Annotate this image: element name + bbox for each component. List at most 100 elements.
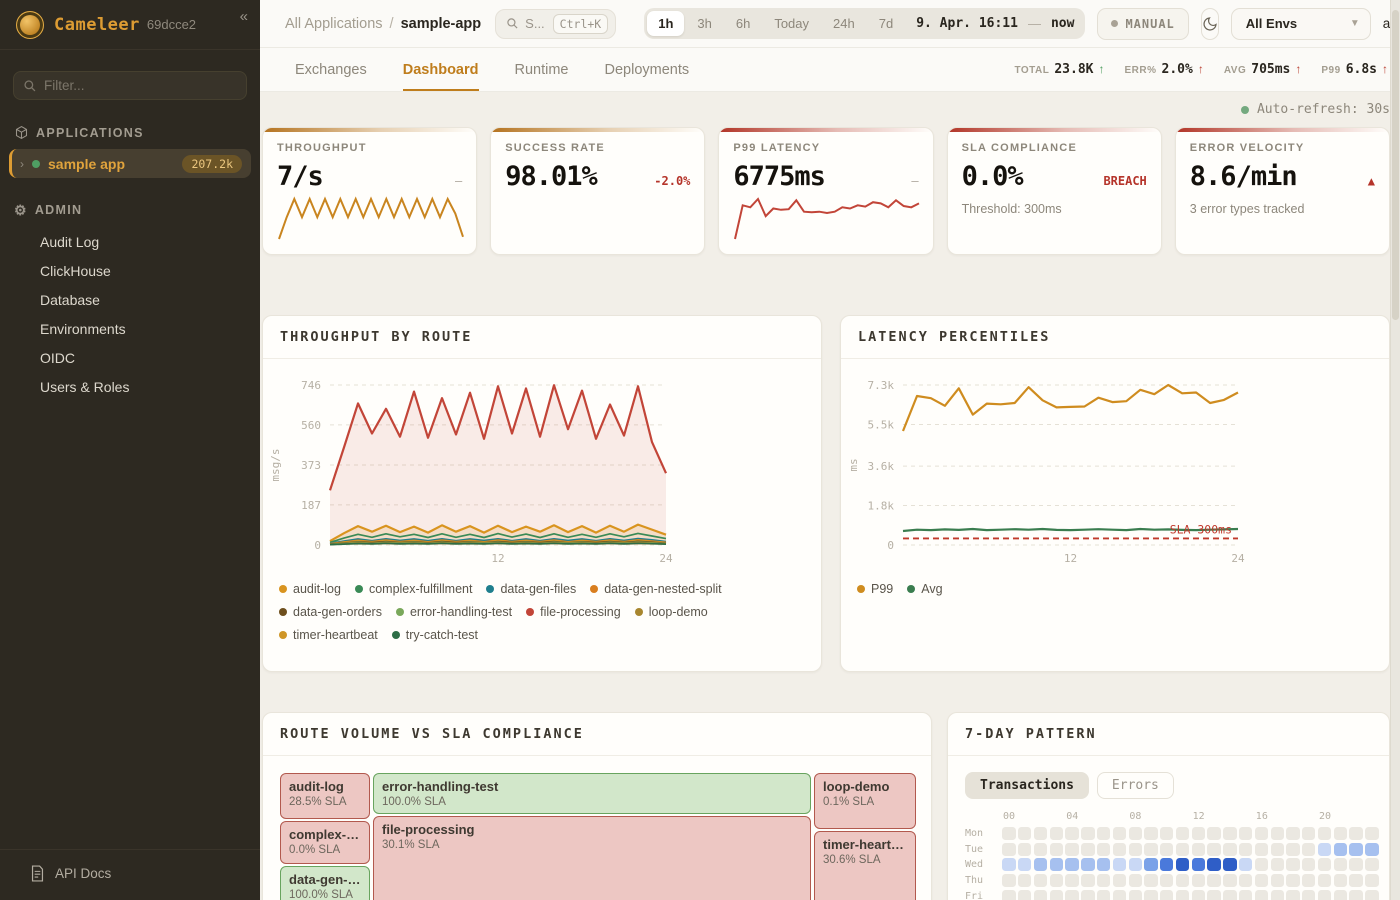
heatmap-cell (1349, 827, 1363, 841)
sidebar-item-sample-app[interactable]: › sample app 207.2k (9, 149, 251, 178)
legend-item-complex-fulfillment[interactable]: complex-fulfillment (354, 582, 472, 596)
tab-runtime[interactable]: Runtime (514, 61, 569, 78)
sidebar-item-environments[interactable]: Environments (40, 321, 126, 337)
legend-item-loop-demo[interactable]: loop-demo (634, 605, 708, 619)
heatmap-cell (1333, 858, 1348, 872)
tab-exchanges[interactable]: Exchanges (295, 61, 367, 78)
scrollbar[interactable] (1390, 0, 1400, 900)
latency-legend: P99 Avg (841, 578, 1389, 596)
legend-item-try-catch-test[interactable]: try-catch-test (391, 628, 478, 642)
treemap-route-name: timer-heartbeat (823, 837, 907, 852)
svg-text:0: 0 (887, 539, 894, 552)
heatmap-cell (1365, 827, 1379, 841)
heatmap-cell (1033, 874, 1048, 888)
kpi-label: THROUGHPUT (277, 142, 367, 154)
sidebar-item-api-docs[interactable]: API Docs (0, 849, 260, 900)
sidebar-header: Cameleer 69dcce2 « (0, 0, 260, 50)
kpi-value-row: 0.0% BREACH (962, 161, 1147, 192)
dark-mode-toggle[interactable] (1200, 7, 1219, 40)
legend-dot-icon (395, 608, 404, 616)
treemap-box-complex-fulfillment[interactable]: complex-fulfillment 0.0% SLA (280, 821, 370, 864)
toggle-errors[interactable]: Errors (1096, 772, 1174, 799)
toggle-transactions[interactable]: Transactions (965, 772, 1089, 799)
legend-item-data-gen-files[interactable]: data-gen-files (486, 582, 576, 596)
heatmap-cell (1286, 827, 1300, 841)
legend-dot-icon (486, 585, 495, 593)
chevron-right-icon[interactable]: › (20, 156, 24, 171)
heatmap-cell (1065, 874, 1079, 888)
time-window-to[interactable]: now (1050, 16, 1075, 31)
treemap-box-audit-log[interactable]: audit-log 28.5% SLA (280, 773, 370, 819)
legend-item-error-handling-test[interactable]: error-handling-test (395, 605, 512, 619)
legend-label: P99 (871, 582, 894, 596)
auto-refresh: Auto-refresh: 30s (262, 92, 1390, 118)
range-button-24h[interactable]: 24h (822, 11, 866, 36)
heatmap-cell (1018, 889, 1032, 900)
kpi-card-sla-compliance[interactable]: SLA COMPLIANCE 0.0% BREACH Threshold: 300ms (946, 127, 1162, 255)
heatmap-mode-toggle: Transactions Errors (948, 756, 1389, 809)
kpi-card-throughput[interactable]: THROUGHPUT 7/s – (262, 127, 478, 255)
filter-input[interactable] (44, 78, 237, 93)
treemap-route-name: data-gen-files (289, 872, 361, 887)
range-button-6h[interactable]: 6h (725, 11, 761, 36)
tab-deployments[interactable]: Deployments (604, 61, 690, 78)
main-area: All Applications / sample-app S... Ctrl+… (260, 0, 1400, 900)
tabbar: Exchanges Dashboard Runtime Deployments TOT… (260, 48, 1400, 92)
legend-item-p99[interactable]: P99 (857, 582, 893, 596)
heatmap-row-wed: Wed (965, 857, 1381, 873)
topbar: All Applications / sample-app S... Ctrl+… (260, 0, 1400, 48)
treemap-box-data-gen-files[interactable]: data-gen-files 100.0% SLA (280, 866, 370, 900)
heatmap-cell (1254, 842, 1269, 856)
legend-item-data-gen-orders[interactable]: data-gen-orders (279, 605, 382, 619)
range-button-today[interactable]: Today (763, 11, 820, 36)
sidebar-item-database[interactable]: Database (40, 292, 100, 308)
tab-dashboard[interactable]: Dashboard (403, 48, 479, 91)
time-window-from[interactable]: 9. Apr. 16:11 (916, 16, 1018, 31)
auto-refresh-dot-icon (1240, 105, 1249, 114)
trend-up-icon: ↑ (1098, 62, 1105, 76)
kpi-accent-bar (947, 128, 1161, 132)
range-button-3h[interactable]: 3h (686, 11, 722, 36)
legend-item-audit-log[interactable]: audit-log (279, 582, 341, 596)
kpi-card-error-velocity[interactable]: ERROR VELOCITY 8.6/min ▲ 3 error types trac… (1174, 127, 1390, 255)
heatmap-cell (1349, 842, 1363, 856)
sidebar-item-users-roles[interactable]: Users & Roles (40, 379, 130, 395)
svg-text:746: 746 (301, 379, 321, 392)
legend-item-avg[interactable]: Avg (907, 582, 943, 596)
svg-text:ms: ms (847, 458, 860, 471)
legend-item-timer-heartbeat[interactable]: timer-heartbeat (279, 628, 378, 642)
legend-item-data-gen-nested-split[interactable]: data-gen-nested-split (590, 582, 722, 596)
kpi-value-row: 6775ms – (733, 161, 918, 192)
range-button-7d[interactable]: 7d (868, 11, 904, 36)
range-button-1h[interactable]: 1h (647, 11, 685, 36)
sidebar-item-clickhouse[interactable]: ClickHouse (40, 263, 111, 279)
stat-value: 23.8K (1054, 62, 1094, 77)
treemap-box-timer-heartbeat[interactable]: timer-heartbeat 30.6% SLA (814, 831, 916, 900)
heatmap-cell (1238, 827, 1253, 841)
heatmap-cell (1144, 874, 1158, 888)
heatmap-cell (1207, 842, 1221, 856)
breadcrumb-current: sample-app (400, 15, 482, 32)
heatmap-cell (1317, 858, 1332, 872)
treemap-sla-value: 28.5% SLA (289, 796, 347, 808)
heatmap-cell (1175, 874, 1190, 888)
treemap-box-loop-demo[interactable]: loop-demo 0.1% SLA (814, 773, 916, 829)
kpi-card-success-rate[interactable]: SUCCESS RATE 98.01% -2.0% (490, 127, 706, 255)
sidebar-item-oidc[interactable]: OIDC (40, 350, 75, 366)
environment-select[interactable]: All Envs ▼ (1230, 7, 1371, 40)
global-search[interactable]: S... Ctrl+K (495, 8, 617, 39)
treemap-box-error-handling-test[interactable]: error-handling-test 100.0% SLA (373, 773, 811, 814)
sidebar-filter[interactable] (13, 71, 247, 100)
breadcrumb-root[interactable]: All Applications (285, 15, 383, 32)
collapse-sidebar-icon[interactable]: « (239, 8, 248, 25)
app-status-dot-icon (32, 159, 40, 168)
sidebar-item-audit-log[interactable]: Audit Log (40, 234, 100, 250)
kpi-card-p99-latency[interactable]: P99 LATENCY 6775ms – (718, 127, 934, 255)
heatmap-cell (1191, 874, 1206, 888)
treemap-sla-value: 0.1% SLA (823, 796, 875, 808)
treemap-box-file-processing[interactable]: file-processing 30.1% SLA (373, 816, 811, 900)
scrollbar-thumb[interactable] (1392, 10, 1399, 320)
manual-refresh-button[interactable]: MANUAL (1097, 7, 1189, 40)
heatmap-cell (1002, 874, 1016, 888)
legend-item-file-processing[interactable]: file-processing (526, 605, 621, 619)
